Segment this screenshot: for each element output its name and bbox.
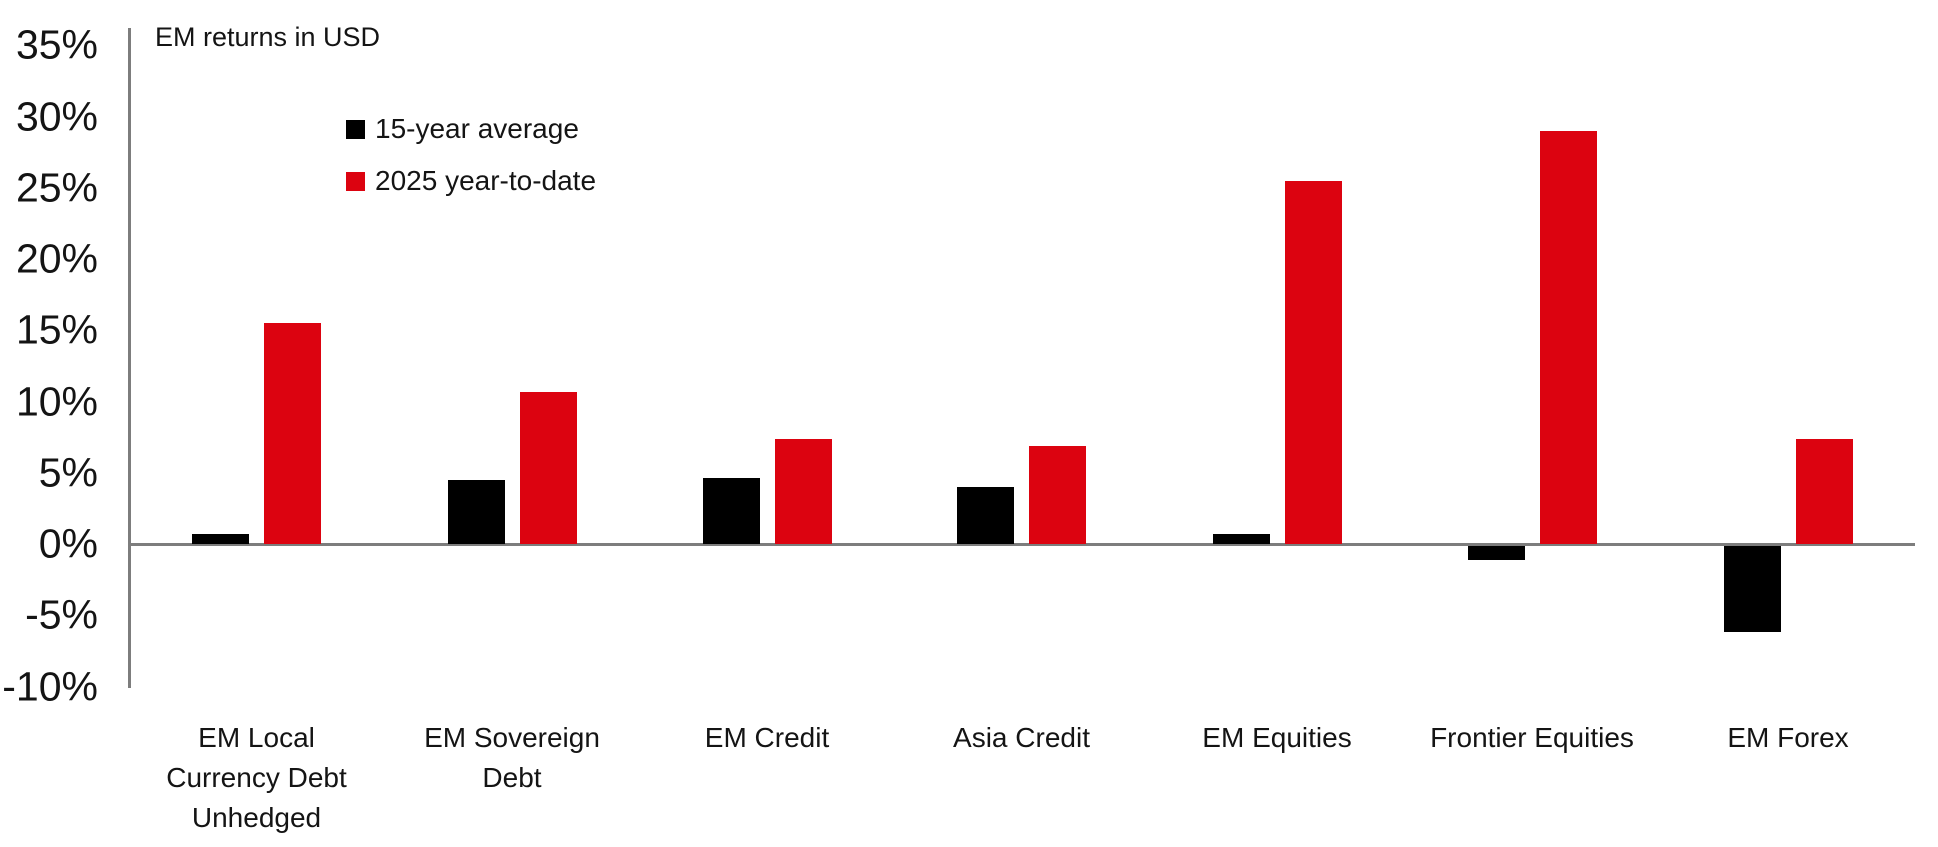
y-tick-label-10: 10%: [15, 378, 98, 424]
bar-15-year-average-em-forex: [1723, 546, 1781, 632]
legend: 15-year average 2025 year-to-date: [346, 110, 596, 200]
x-category-label-em-equities: EM Equities: [1202, 722, 1352, 753]
legend-label: 2025 year-to-date: [375, 165, 597, 196]
x-category-label-asia-credit: Asia Credit: [953, 722, 1090, 753]
y-tick-label-5: -5%: [25, 591, 98, 638]
y-tick-label-25: 25%: [15, 164, 98, 211]
y-tick-label-20: 20%: [15, 235, 98, 282]
legend-label: 15-year average: [375, 113, 579, 144]
y-tick-label-15: 15%: [15, 306, 98, 353]
y-tick-label-10: -10%: [2, 663, 98, 709]
bar-2025-year-to-date-asia-credit: [1029, 445, 1086, 544]
legend-item-15-year-average: 15-year average: [346, 110, 596, 148]
bar-15-year-average-em-credit: [702, 478, 760, 544]
bar-2025-year-to-date-frontier-equities: [1539, 130, 1597, 544]
bar-2025-year-to-date-em-local-currency-debt-unhedged: [264, 323, 321, 544]
x-category-label-em-local-currency-debt-unhedged: EM Local Currency Debt Unhedged: [166, 722, 347, 833]
bar-15-year-average-asia-credit: [957, 487, 1014, 544]
legend-swatch-icon: [346, 171, 365, 191]
legend-item-2025-year-to-date: 2025 year-to-date: [346, 162, 596, 200]
chart-title: EM returns in USD: [155, 22, 381, 52]
x-category-label-em-credit: EM Credit: [704, 722, 830, 753]
y-tick-label-0: 0%: [38, 520, 98, 567]
x-category-label-frontier-equities: Frontier Equities: [1430, 722, 1634, 753]
bar-2025-year-to-date-em-forex: [1795, 438, 1853, 544]
bar-15-year-average-em-sovereign-debt: [447, 479, 505, 544]
bar-15-year-average-frontier-equities: [1467, 546, 1525, 561]
y-tick-label-5: 5%: [38, 449, 98, 496]
x-category-label-em-sovereign-debt: EM Sovereign Debt: [424, 722, 600, 793]
x-axis-baseline: [128, 543, 1915, 546]
bar-15-year-average-em-equities: [1212, 534, 1270, 544]
bar-2025-year-to-date-em-credit: [774, 438, 832, 544]
bar-2025-year-to-date-em-sovereign-debt: [519, 391, 577, 544]
y-tick-label-35: 35%: [15, 21, 98, 68]
x-category-label-em-forex: EM Forex: [1727, 722, 1849, 753]
y-tick-label-30: 30%: [15, 93, 98, 139]
bar-15-year-average-em-local-currency-debt-unhedged: [192, 534, 249, 544]
y-axis-line: [128, 28, 131, 688]
legend-swatch-icon: [346, 119, 365, 139]
bar-2025-year-to-date-em-equities: [1284, 180, 1342, 544]
